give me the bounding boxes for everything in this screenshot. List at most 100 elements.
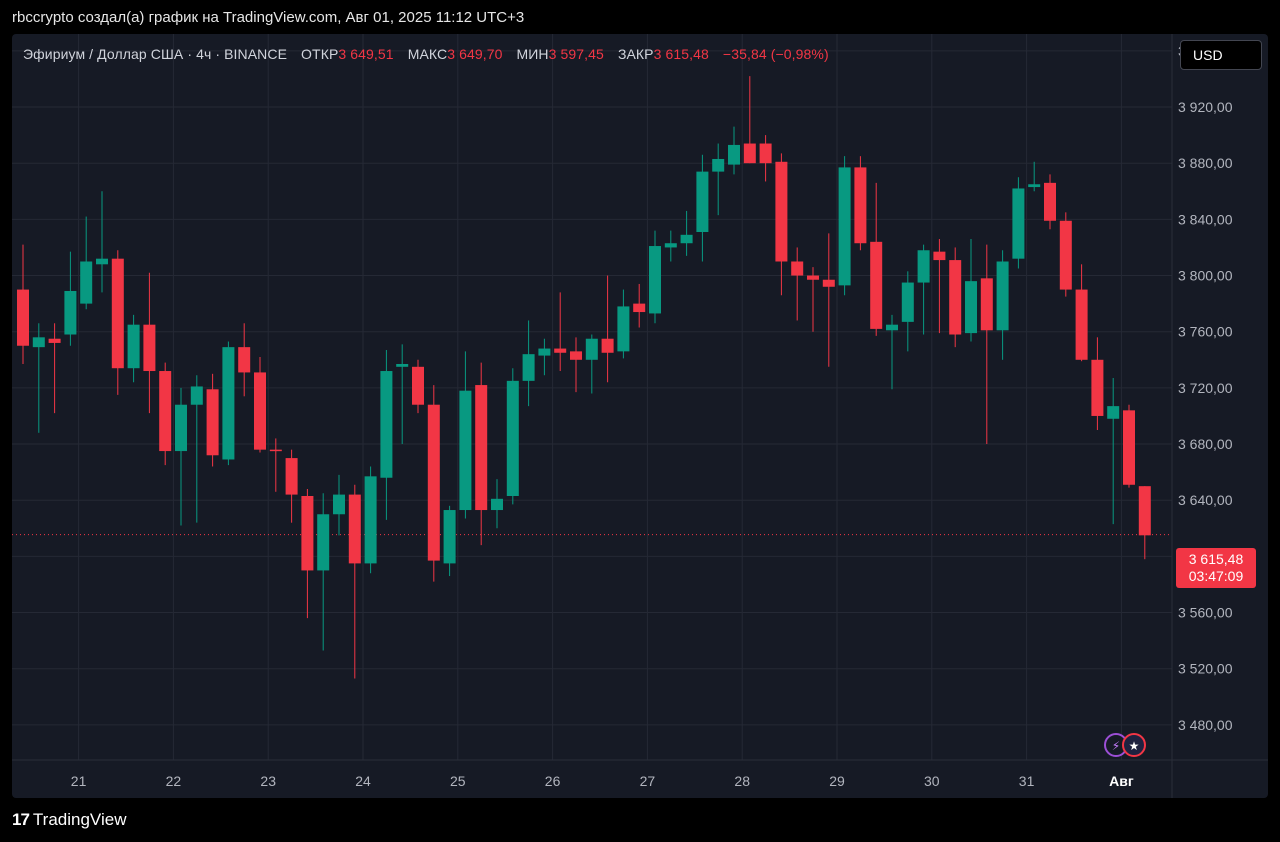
time-tick-label: 30	[924, 773, 940, 789]
time-tick-label: 22	[166, 773, 182, 789]
bottom-icon-group: ⚡ ★	[1104, 733, 1152, 759]
candle-body	[459, 390, 472, 511]
price-tick-label: 3 920,00	[1178, 99, 1233, 115]
price-tick-label: 3 640,00	[1178, 492, 1233, 508]
open-label: ОТКР	[301, 46, 339, 62]
candle-body	[64, 290, 77, 335]
candlestick-chart[interactable]: 3 480,00 3 520,00 3 560,00 3 640,00 3 680,00…	[12, 34, 1268, 798]
candle-body	[570, 351, 582, 360]
price-tick-label: 3 480,00	[1178, 717, 1233, 733]
tradingview-branding[interactable]: 17 TradingView	[12, 810, 126, 830]
candle-body	[980, 278, 993, 331]
price-tick-label: 3 760,00	[1178, 324, 1233, 340]
candle-body	[822, 279, 835, 287]
candle-body	[111, 258, 124, 369]
candle-body	[143, 324, 156, 372]
candle-body	[1107, 406, 1120, 419]
candle-body	[1028, 184, 1041, 188]
time-tick-label: 25	[450, 773, 466, 789]
time-tick-label: 27	[640, 773, 656, 789]
candle-body	[96, 258, 108, 265]
candle-body	[348, 494, 361, 564]
candle-body	[854, 167, 867, 244]
candle-body	[80, 261, 93, 304]
time-tick-label: 28	[734, 773, 750, 789]
symbol-label[interactable]: Эфириум / Доллар США · 4ч · BINANCE	[23, 46, 288, 62]
candle-body	[601, 338, 614, 353]
change-value: −35,84 (−0,98%)	[722, 46, 829, 62]
last-price-value: 3 615,48	[1188, 551, 1244, 567]
high-value: 3 649,70	[447, 46, 503, 62]
candle-body	[48, 338, 61, 343]
candle-body	[728, 144, 740, 165]
candle-body	[206, 389, 219, 456]
candle-body	[443, 510, 456, 564]
candle-body	[1059, 220, 1072, 290]
tradingview-logo-icon: 17	[12, 810, 30, 829]
candle-body	[491, 498, 503, 511]
low-label: МИН	[516, 46, 549, 62]
candle-body	[317, 514, 330, 571]
candle-body	[649, 246, 661, 314]
price-tick-label: 3 840,00	[1178, 211, 1233, 227]
candle-body	[743, 143, 756, 164]
last-price-badge: 3 615,48 03:47:09	[1176, 548, 1256, 588]
candle-body	[269, 449, 282, 452]
candle-body	[791, 261, 804, 276]
time-tick-label: 26	[545, 773, 561, 789]
time-tick-label: 31	[1019, 773, 1035, 789]
ohlc-legend: Эфириум / Доллар США · 4ч · BINANCE ОТКР…	[23, 46, 829, 62]
candle-body	[1012, 188, 1025, 259]
candle-body	[585, 338, 598, 360]
candle-body	[190, 386, 203, 405]
candle-body	[759, 143, 772, 164]
candle-body	[712, 158, 725, 172]
time-tick-label: 29	[829, 773, 845, 789]
candle-body	[696, 171, 709, 232]
candle-body	[617, 306, 630, 352]
candle-body	[870, 241, 883, 329]
candle-body	[633, 303, 646, 313]
currency-button[interactable]: USD	[1180, 40, 1262, 70]
candle-body	[886, 324, 898, 331]
candle-body	[32, 337, 45, 348]
candle-body	[285, 458, 298, 495]
high-label: МАКС	[407, 46, 448, 62]
price-tick-label: 3 720,00	[1178, 380, 1233, 396]
candle-body	[1091, 359, 1104, 416]
candle-body	[965, 281, 977, 334]
chart-frame[interactable]: 3 480,00 3 520,00 3 560,00 3 640,00 3 680,00…	[12, 34, 1268, 798]
candle-body	[917, 250, 930, 283]
time-tick-label: Авг	[1109, 773, 1134, 789]
candle-body	[254, 372, 266, 450]
price-tick-label: 3 680,00	[1178, 436, 1233, 452]
candle-body	[1075, 289, 1088, 360]
candle-body	[1123, 410, 1135, 485]
candle-body	[996, 261, 1009, 331]
candle-body	[333, 494, 345, 515]
candle-body	[933, 251, 946, 261]
close-label: ЗАКР	[617, 46, 654, 62]
candle-body	[17, 289, 29, 346]
candle-body	[475, 385, 488, 511]
candle-body	[1138, 486, 1151, 536]
time-tick-label: 23	[260, 773, 276, 789]
candle-body	[396, 364, 409, 367]
us-flag-icon[interactable]: ★	[1122, 733, 1146, 757]
time-tick-label: 21	[71, 773, 87, 789]
open-value: 3 649,51	[338, 46, 394, 62]
price-tick-label: 3 880,00	[1178, 155, 1233, 171]
candle-body	[412, 366, 424, 405]
close-value: 3 615,48	[653, 46, 709, 62]
price-tick-label: 3 800,00	[1178, 268, 1233, 284]
candle-body	[838, 167, 851, 286]
chart-caption: rbccrypto создал(а) график на TradingVie…	[12, 9, 525, 26]
candle-body	[380, 371, 393, 478]
candle-body	[301, 496, 314, 571]
candle-body	[664, 243, 677, 248]
candle-body	[1044, 182, 1056, 221]
candle-body	[238, 347, 251, 373]
candle-body	[175, 404, 187, 452]
bar-countdown: 03:47:09	[1188, 568, 1244, 584]
candle-body	[949, 260, 962, 335]
